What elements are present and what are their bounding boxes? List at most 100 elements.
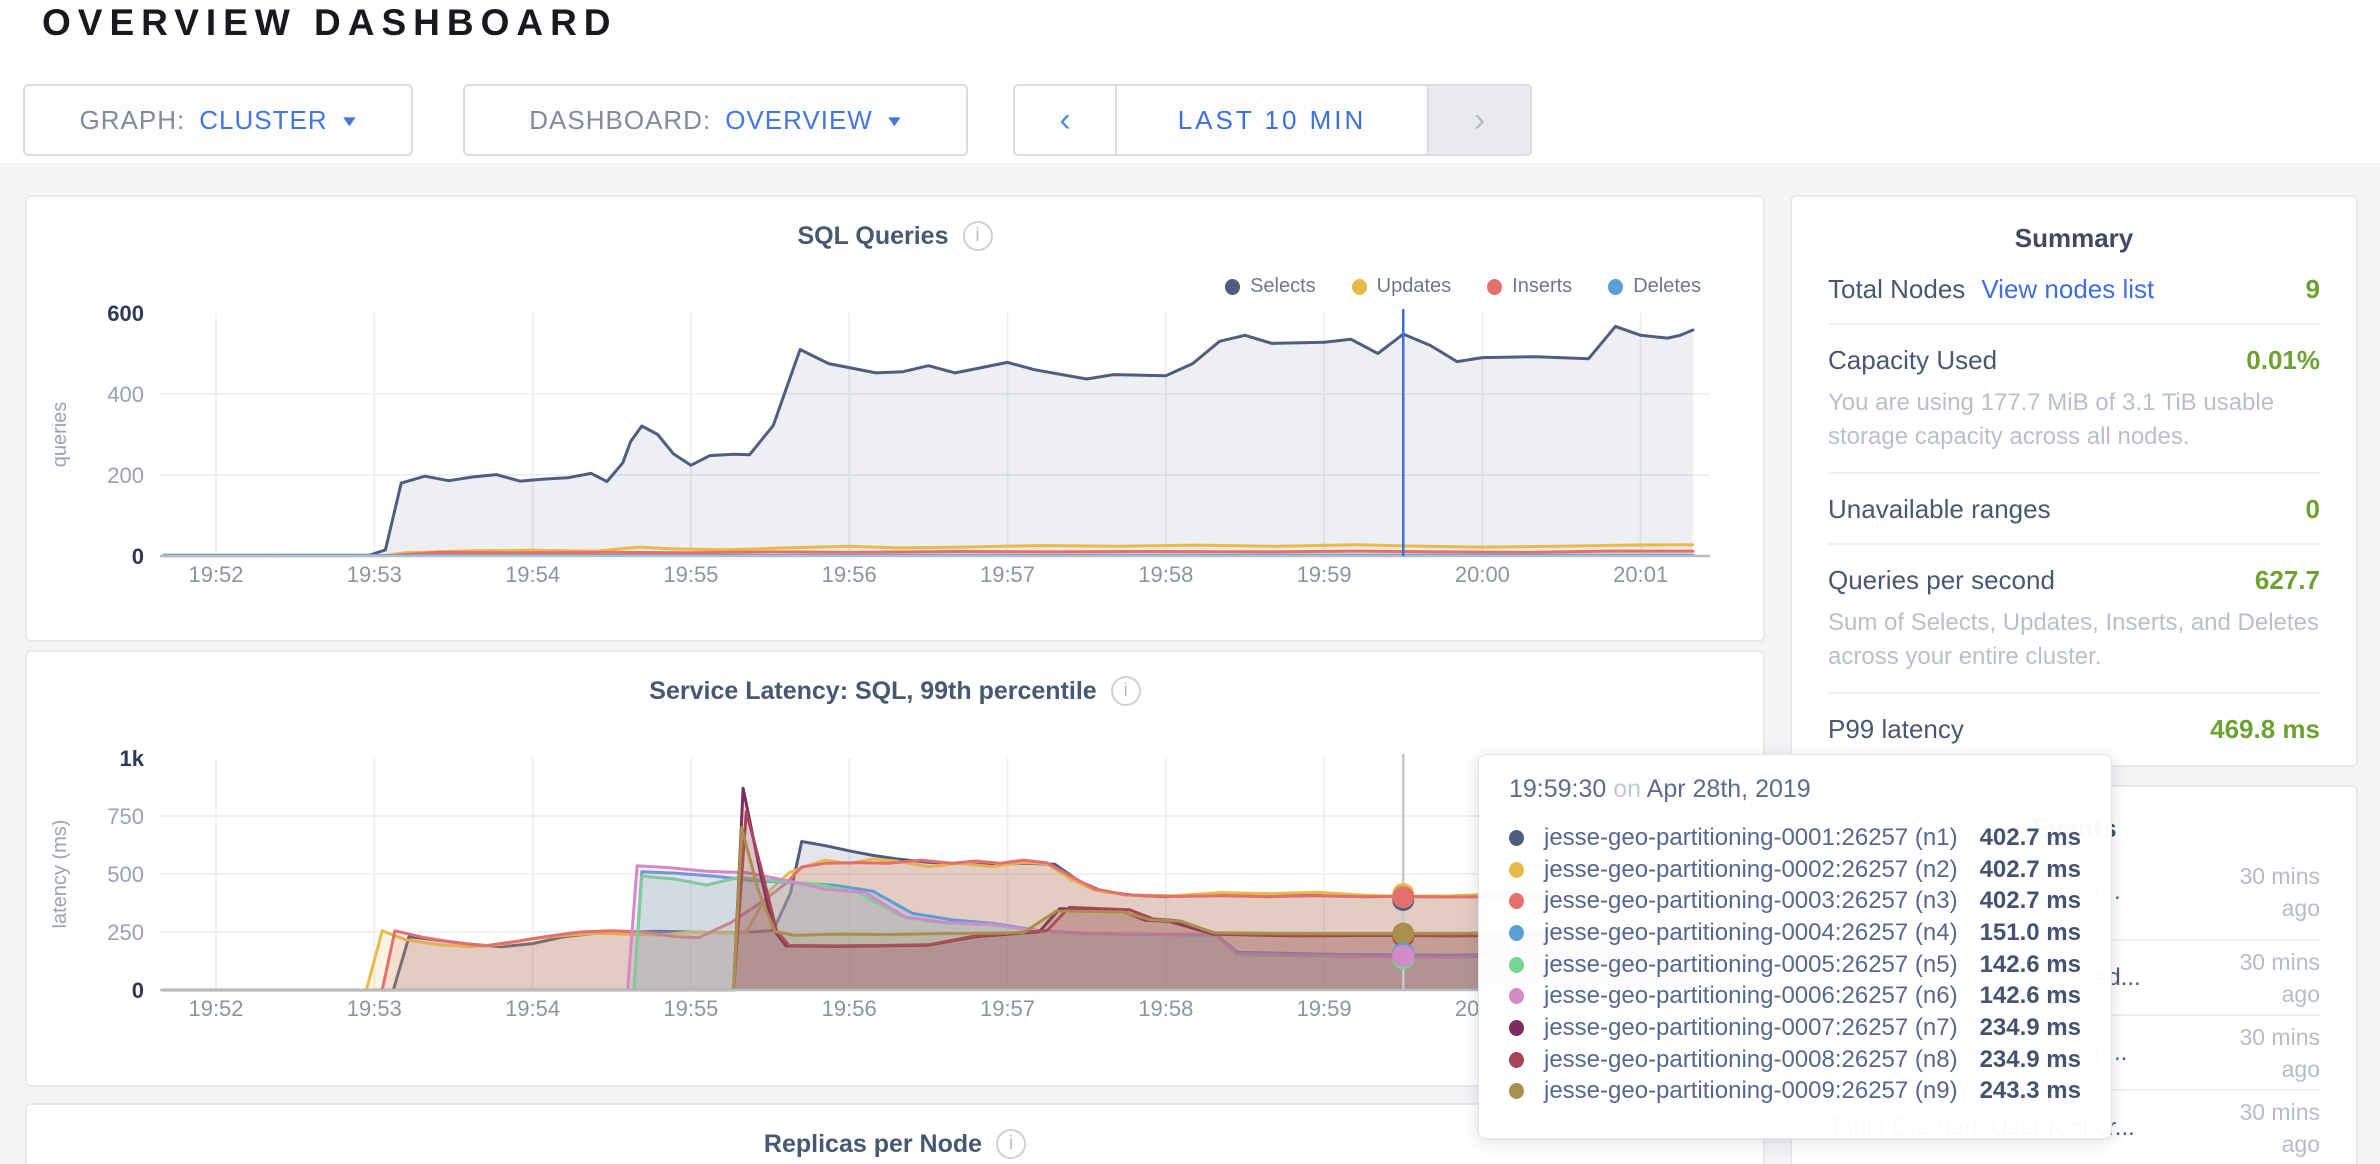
event-timestamp: 30 mins ago — [2239, 948, 2320, 1007]
series-dot-icon — [1509, 893, 1524, 910]
tooltip-on-word: on — [1613, 775, 1642, 803]
tooltip-node-name: jesse-geo-partitioning-0001:26257 (n1) — [1544, 823, 1958, 851]
series-dot-icon — [1509, 956, 1524, 973]
time-prev-button[interactable]: ‹ — [1059, 100, 1071, 139]
summary-panel: Summary Total Nodes View nodes list 9 Capac… — [1790, 195, 2358, 767]
series-dot-icon — [1509, 988, 1524, 1005]
sql-legend: Selects Updates Inserts Deletes — [1225, 275, 1701, 298]
tooltip-latency-value: 142.6 ms — [1979, 982, 2081, 1010]
summary-value: 0 — [2305, 494, 2320, 524]
legend-label: Inserts — [1512, 275, 1573, 297]
svg-text:20:01: 20:01 — [1613, 562, 1668, 587]
svg-text:19:54: 19:54 — [505, 562, 560, 587]
svg-text:200: 200 — [107, 463, 144, 488]
svg-text:20:00: 20:00 — [1455, 562, 1510, 587]
chevron-down-icon: ▼ — [883, 113, 905, 130]
svg-text:19:58: 19:58 — [1138, 996, 1193, 1021]
sql-queries-chart[interactable]: 0 200 400 600 19:52 19:53 19:54 19:55 19:56 19:57… — [52, 297, 1742, 602]
svg-text:0: 0 — [132, 978, 144, 1003]
series-dot-icon — [1509, 1019, 1524, 1036]
svg-text:400: 400 — [107, 382, 144, 407]
time-range-selector: ‹ LAST 10 MIN › — [1013, 84, 1532, 156]
tooltip-row: jesse-geo-partitioning-0003:26257 (n3) 40… — [1509, 885, 2081, 917]
summary-label: Capacity Used — [1828, 345, 1998, 375]
tooltip-row: jesse-geo-partitioning-0002:26257 (n2) 40… — [1509, 854, 2081, 886]
svg-text:19:58: 19:58 — [1138, 562, 1193, 587]
time-next-button[interactable]: › — [1427, 86, 1530, 154]
legend-label: Selects — [1250, 275, 1316, 297]
tooltip-latency-value: 243.3 ms — [1979, 1077, 2081, 1105]
series-dot-icon — [1509, 1051, 1524, 1068]
info-icon[interactable]: i — [962, 221, 993, 251]
tooltip-row: jesse-geo-partitioning-0004:26257 (n4) 15… — [1509, 917, 2081, 949]
tooltip-latency-value: 142.6 ms — [1979, 950, 2081, 978]
time-range-label[interactable]: LAST 10 MIN — [1115, 86, 1427, 154]
tooltip-node-name: jesse-geo-partitioning-0009:26257 (n9) — [1544, 1077, 1958, 1105]
chevron-down-icon: ▼ — [338, 113, 360, 130]
svg-text:19:56: 19:56 — [822, 996, 877, 1021]
event-timestamp: 30 mins ago — [2239, 1098, 2320, 1157]
legend-dot-icon — [1225, 278, 1241, 295]
service-latency-chart[interactable]: 0 250 500 750 1k 19:52 19:53 19:54 19:55 19:56 19:… — [52, 742, 1742, 1042]
series-dot-icon — [1509, 829, 1524, 846]
chart-hover-tooltip: 19:59:30 on Apr 28th, 2019 jesse-geo-par… — [1478, 754, 2112, 1139]
graph-dropdown-label: GRAPH: — [79, 104, 186, 135]
event-timestamp: 30 mins ago — [2239, 1023, 2320, 1082]
event-timestamp: 30 mins ago — [2239, 862, 2320, 921]
legend-dot-icon — [1487, 278, 1503, 295]
svg-text:19:55: 19:55 — [663, 996, 718, 1021]
summary-subtext: Sum of Selects, Updates, Inserts, and De… — [1828, 609, 2319, 670]
tooltip-latency-value: 402.7 ms — [1979, 887, 2081, 915]
tooltip-node-name: jesse-geo-partitioning-0002:26257 (n2) — [1544, 855, 1958, 883]
summary-row-line: Unavailable ranges 0 — [1828, 494, 2320, 525]
dashboard-dropdown-value: OVERVIEW — [725, 104, 873, 135]
summary-label: Total Nodes — [1828, 274, 1966, 304]
graph-dropdown-value: CLUSTER — [199, 104, 328, 135]
svg-text:19:53: 19:53 — [347, 996, 402, 1021]
tooltip-time: 19:59:30 — [1509, 775, 1607, 803]
tooltip-latency-value: 234.9 ms — [1979, 1013, 2081, 1041]
info-icon[interactable]: i — [996, 1129, 1027, 1159]
svg-text:19:56: 19:56 — [822, 562, 877, 587]
svg-text:latency (ms): latency (ms) — [52, 820, 71, 929]
tooltip-rows: jesse-geo-partitioning-0001:26257 (n1) 40… — [1509, 822, 2081, 1107]
legend-item-inserts[interactable]: Inserts — [1487, 275, 1572, 298]
svg-text:600: 600 — [107, 301, 144, 326]
summary-label: Queries per second — [1828, 565, 2055, 595]
tooltip-node-name: jesse-geo-partitioning-0006:26257 (n6) — [1544, 982, 1958, 1010]
tooltip-node-name: jesse-geo-partitioning-0003:26257 (n3) — [1544, 887, 1958, 915]
legend-item-updates[interactable]: Updates — [1351, 275, 1451, 298]
page-title: OVERVIEW DASHBOARD — [42, 2, 618, 43]
series-dot-icon — [1509, 1083, 1524, 1100]
legend-dot-icon — [1608, 278, 1624, 295]
sql-chart-title: SQL Queries — [797, 221, 949, 250]
tooltip-date: Apr 28th, 2019 — [1646, 775, 1811, 803]
svg-text:500: 500 — [107, 862, 144, 887]
summary-row: Unavailable ranges 0 — [1828, 474, 2320, 545]
summary-row: Total Nodes View nodes list 9 — [1828, 254, 2320, 325]
svg-text:19:59: 19:59 — [1297, 562, 1352, 587]
view-nodes-link[interactable]: View nodes list — [1981, 274, 2155, 304]
legend-item-deletes[interactable]: Deletes — [1608, 275, 1701, 298]
dashboard-dropdown[interactable]: DASHBOARD: OVERVIEW ▼ — [463, 84, 968, 156]
summary-row: P99 latency 469.8 ms — [1828, 694, 2320, 763]
graph-dropdown[interactable]: GRAPH: CLUSTER ▼ — [23, 84, 413, 156]
sql-queries-panel: SQL Queries i Selects Updates Inserts Delet… — [25, 195, 1765, 642]
summary-row: Capacity Used 0.01% You are using 177.7 Mi… — [1828, 325, 2320, 474]
svg-text:19:52: 19:52 — [188, 996, 243, 1021]
legend-item-selects[interactable]: Selects — [1225, 275, 1316, 298]
tooltip-row: jesse-geo-partitioning-0009:26257 (n9) 24… — [1509, 1076, 2081, 1108]
svg-text:19:55: 19:55 — [663, 562, 718, 587]
tooltip-node-name: jesse-geo-partitioning-0005:26257 (n5) — [1544, 950, 1958, 978]
info-icon[interactable]: i — [1110, 676, 1141, 706]
tooltip-latency-value: 234.9 ms — [1979, 1045, 2081, 1073]
summary-value: 9 — [2305, 274, 2320, 304]
tooltip-node-name: jesse-geo-partitioning-0007:26257 (n7) — [1544, 1013, 1958, 1041]
tooltip-row: jesse-geo-partitioning-0005:26257 (n5) 14… — [1509, 949, 2081, 981]
tooltip-node-name: jesse-geo-partitioning-0004:26257 (n4) — [1544, 918, 1958, 946]
summary-title: Summary — [2014, 223, 2134, 253]
summary-row: Queries per second 627.7 Sum of Selects, U… — [1828, 545, 2320, 694]
svg-text:750: 750 — [107, 804, 144, 829]
summary-label: P99 latency — [1828, 714, 1964, 744]
svg-text:19:53: 19:53 — [347, 562, 402, 587]
